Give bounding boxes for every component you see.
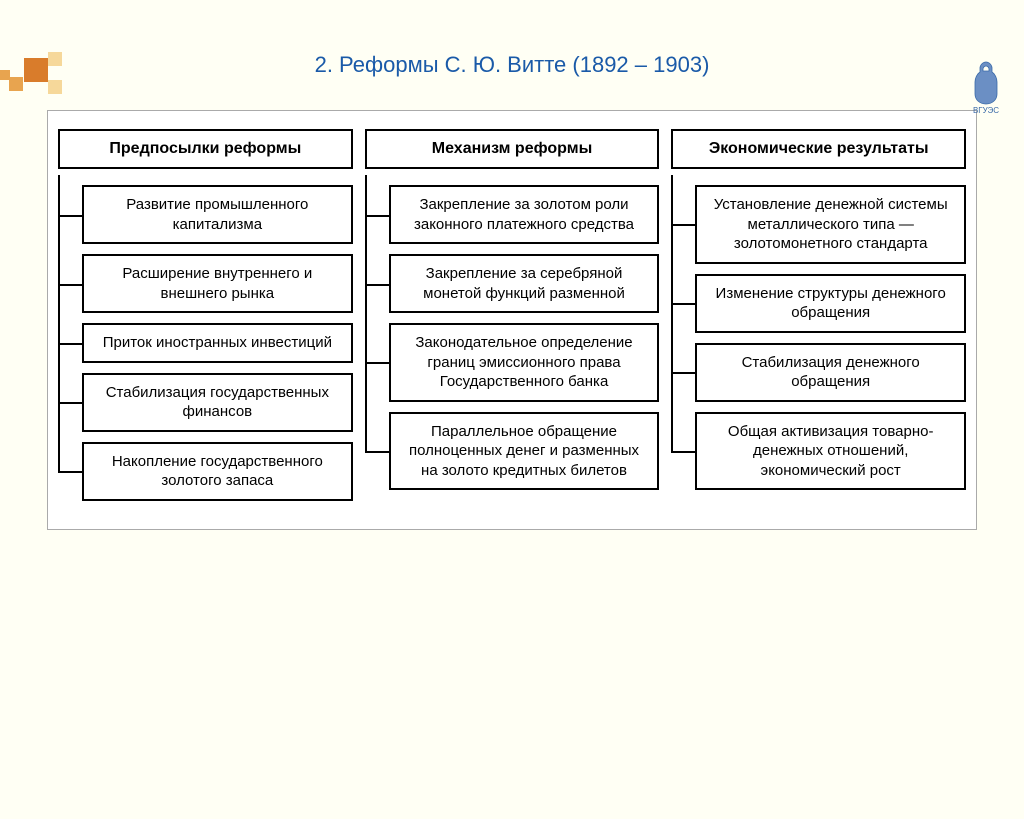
column-header: Экономические результаты (671, 129, 966, 169)
diagram-item: Стабилизация денежного обращения (695, 343, 966, 402)
diagram-item: Закрепление за золотом роли законного пл… (389, 185, 660, 244)
diagram-column: Предпосылки реформы Развитие промышленног… (58, 129, 353, 501)
diagram-item: Развитие промышленного капитализма (82, 185, 353, 244)
diagram-item: Общая активизация товарно-денежных отнош… (695, 412, 966, 491)
diagram-item: Расширение внутреннего и внешнего рынка (82, 254, 353, 313)
university-logo: ВГУЭС (962, 58, 1010, 120)
diagram-item: Приток иностранных инвестиций (82, 323, 353, 363)
diagram-item: Закрепление за серебряной монетой функци… (389, 254, 660, 313)
diagram-item: Параллельное обращение полноценных денег… (389, 412, 660, 491)
column-header: Предпосылки реформы (58, 129, 353, 169)
diagram-item: Установление денежной системы металличес… (695, 185, 966, 264)
column-header: Механизм реформы (365, 129, 660, 169)
diagram-item: Стабилизация государственных финансов (82, 373, 353, 432)
logo-caption: ВГУЭС (973, 106, 999, 115)
diagram-column: Экономические результаты Установление ден… (671, 129, 966, 501)
diagram-item: Накопление государственного золотого зап… (82, 442, 353, 501)
diagram-column: Механизм реформы Закрепление за золотом р… (365, 129, 660, 501)
diagram-item: Изменение структуры денежного обращения (695, 274, 966, 333)
diagram-container: Предпосылки реформы Развитие промышленног… (47, 110, 977, 530)
slide-title: 2. Реформы С. Ю. Витте (1892 – 1903) (0, 52, 1024, 78)
diagram-item: Законодательное определение границ эмисс… (389, 323, 660, 402)
